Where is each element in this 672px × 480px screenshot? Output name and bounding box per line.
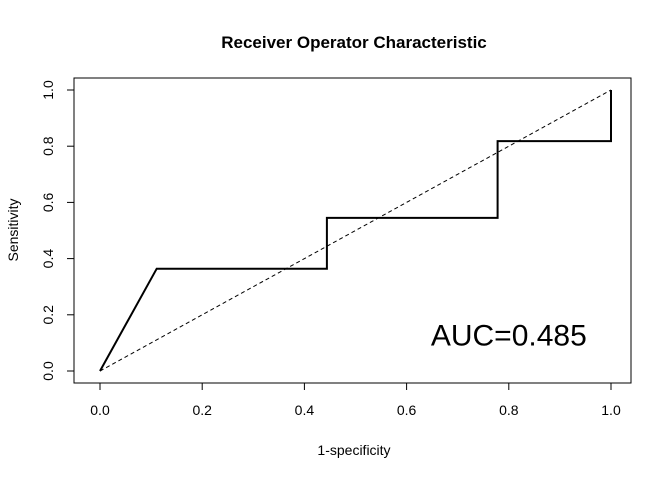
roc-curve	[99, 90, 612, 372]
chart-title: Receiver Operator Characteristic	[221, 33, 487, 52]
x-tick-label: 0.6	[397, 402, 417, 418]
y-axis: 0.0 0.2 0.4 0.6 0.8 1.0	[40, 80, 75, 381]
x-tick-label: 0.0	[90, 402, 110, 418]
x-tick-label: 0.8	[499, 402, 519, 418]
y-axis-label: Sensitivity	[5, 198, 21, 261]
y-tick-label: 0.4	[40, 249, 56, 269]
y-tick-label: 0.2	[40, 305, 56, 325]
y-tick-label: 1.0	[40, 80, 56, 100]
y-tick-label: 0.6	[40, 192, 56, 212]
x-tick-label: 0.2	[192, 402, 212, 418]
series-layer	[99, 89, 612, 372]
y-tick-label: 0.8	[40, 136, 56, 156]
x-axis: 0.0 0.2 0.4 0.6 0.8 1.0	[90, 382, 621, 418]
x-tick-label: 0.4	[295, 402, 315, 418]
diagonal-reference-line	[99, 89, 612, 372]
x-axis-label: 1-specificity	[317, 442, 390, 458]
x-tick-label: 1.0	[601, 402, 621, 418]
y-tick-label: 0.0	[40, 361, 56, 381]
auc-annotation: AUC=0.485	[431, 320, 587, 353]
